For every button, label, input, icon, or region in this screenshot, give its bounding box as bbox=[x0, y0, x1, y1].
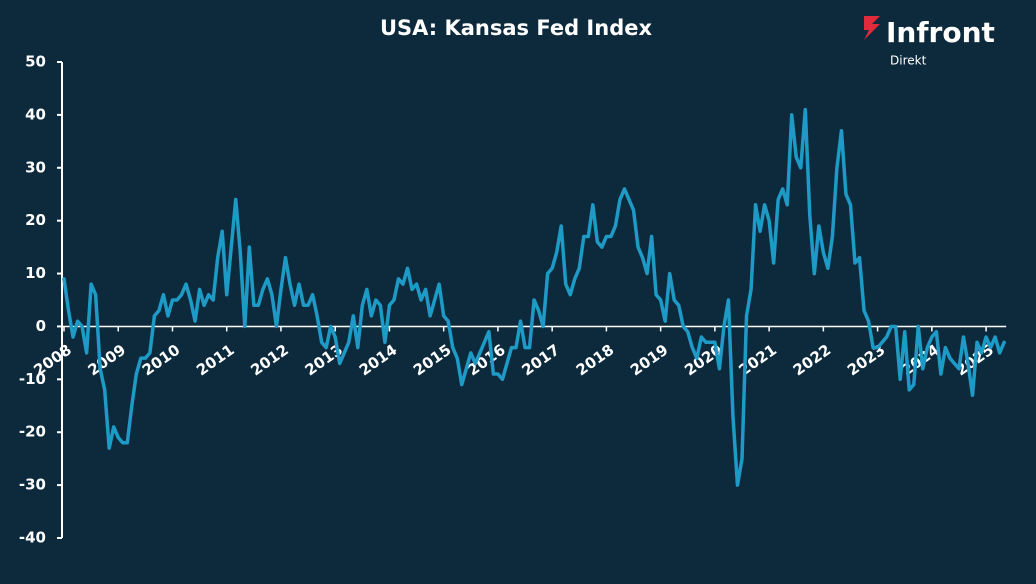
logo-name: Infront bbox=[886, 16, 995, 49]
y-tick-label: 30 bbox=[25, 158, 46, 176]
y-tick-label: -20 bbox=[19, 423, 46, 441]
y-tick-label: 10 bbox=[25, 264, 46, 282]
logo-sub: Direkt bbox=[890, 54, 927, 68]
y-tick-label: 0 bbox=[36, 317, 46, 335]
logo-icon bbox=[864, 16, 880, 40]
y-tick-label: -10 bbox=[19, 370, 46, 388]
y-tick-label: -30 bbox=[19, 476, 46, 494]
y-tick-label: -40 bbox=[19, 529, 46, 547]
line bbox=[62, 107, 1006, 487]
y-tick-label: 40 bbox=[25, 105, 46, 123]
logo: Infront Direkt bbox=[864, 16, 995, 68]
chart-title: USA: Kansas Fed Index bbox=[380, 16, 653, 40]
y-tick-label: 20 bbox=[25, 211, 46, 229]
y-tick-label: 50 bbox=[25, 53, 46, 71]
